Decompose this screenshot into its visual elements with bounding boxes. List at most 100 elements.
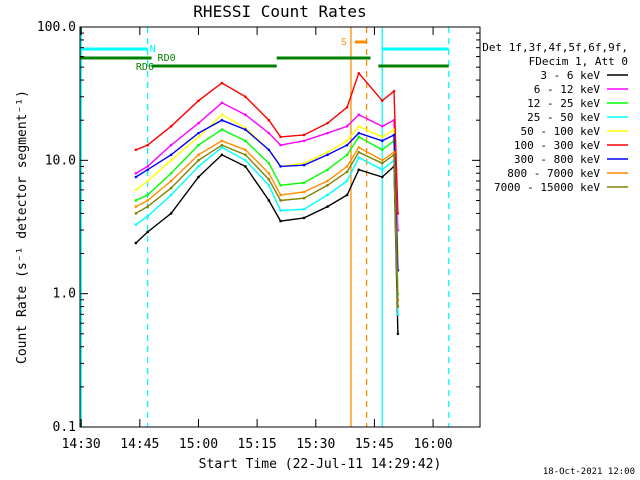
data-point [244,165,247,168]
data-point [345,170,349,174]
data-point [146,179,149,183]
data-point [357,124,361,128]
x-tick-label: 15:00 [179,437,218,452]
data-point [357,135,361,139]
data-point [326,168,329,172]
data-point [220,153,224,157]
data-point [380,175,384,179]
x-axis-label: Start Time (22-Jul-11 14:29:42) [199,457,442,472]
data-point [392,133,396,137]
series-line [135,153,399,334]
data-point [197,165,200,168]
data-point [345,193,349,197]
data-point [197,99,200,103]
data-point [380,124,384,128]
data-point [169,179,173,183]
data-point [134,205,138,208]
data-point [220,128,224,131]
data-point [267,183,271,187]
data-point [392,153,396,157]
data-point [380,99,384,103]
data-point [302,163,306,167]
data-point [279,135,282,139]
data-point [169,186,173,190]
data-point [244,139,247,143]
data-point [345,105,349,109]
annotation-label: RD6 [136,62,154,73]
data-point [345,124,349,128]
data-point [134,212,138,215]
series-line [135,146,399,315]
data-point [146,215,149,218]
ticks-layer: 14:30 14:45 15:00 15:15 15:30 15:45 16:00 0.1 1.… [37,20,480,452]
data-point [302,196,306,200]
data-point [396,305,400,308]
data-point [134,199,138,202]
data-point [326,121,329,125]
legend-label: 6 - 12 keV [534,83,601,96]
data-point [169,143,173,147]
data-point [279,199,282,202]
data-point [302,139,306,143]
data-point [345,179,349,183]
legend-label: 100 - 300 keV [514,139,600,152]
data-point [380,148,384,152]
data-point [197,131,200,135]
data-point [197,159,200,162]
data-point [357,168,361,172]
data-point [267,148,271,152]
data-point [302,207,306,211]
data-point [357,146,361,149]
x-tick-label: 14:45 [120,437,159,452]
legend-label: 50 - 100 keV [521,125,601,138]
data-point [244,113,247,116]
series-line [135,128,399,294]
data-point [302,181,306,184]
data-point [396,313,400,316]
data-point [345,139,349,143]
data-point [220,101,224,105]
legend-label: 7000 - 15000 keV [494,181,600,194]
data-point [244,159,247,162]
data-point [220,139,224,143]
data-point [357,113,361,116]
legend-label: 25 - 50 keV [527,111,600,124]
annotation-label: N [150,44,156,55]
data-point [357,71,361,75]
data-point [220,81,224,85]
data-point [326,183,329,187]
data-point [197,135,200,139]
data-point [197,175,200,179]
data-point [380,139,384,143]
data-point [302,162,306,165]
data-point [345,165,349,168]
x-tick-label: 14:30 [62,437,101,452]
data-point [326,205,329,208]
data-point [326,131,329,135]
data-point [146,165,149,168]
x-tick-label: 16:00 [414,437,453,452]
data-point [169,193,173,197]
data-point [345,153,349,157]
data-point [392,89,396,93]
data-point [169,171,173,175]
data-point [146,230,149,234]
data-point [146,193,149,197]
y-tick-label: 10.0 [45,153,76,168]
data-point [279,209,282,212]
data-point [380,159,384,162]
legend-label: 800 - 7000 keV [507,167,600,180]
footer-date: 18-Oct-2021 12:00 [543,467,635,477]
data-point [169,159,173,162]
data-point [169,153,173,157]
data-point [279,219,282,223]
data-point [220,146,224,149]
data-point [302,216,306,220]
data-point [326,150,329,154]
annotation-layer: N S RD6 RD0 [80,27,450,427]
data-point [267,199,271,202]
x-tick-label: 15:45 [355,437,394,452]
data-point [197,153,200,157]
data-point [134,175,138,179]
data-point [267,162,271,165]
